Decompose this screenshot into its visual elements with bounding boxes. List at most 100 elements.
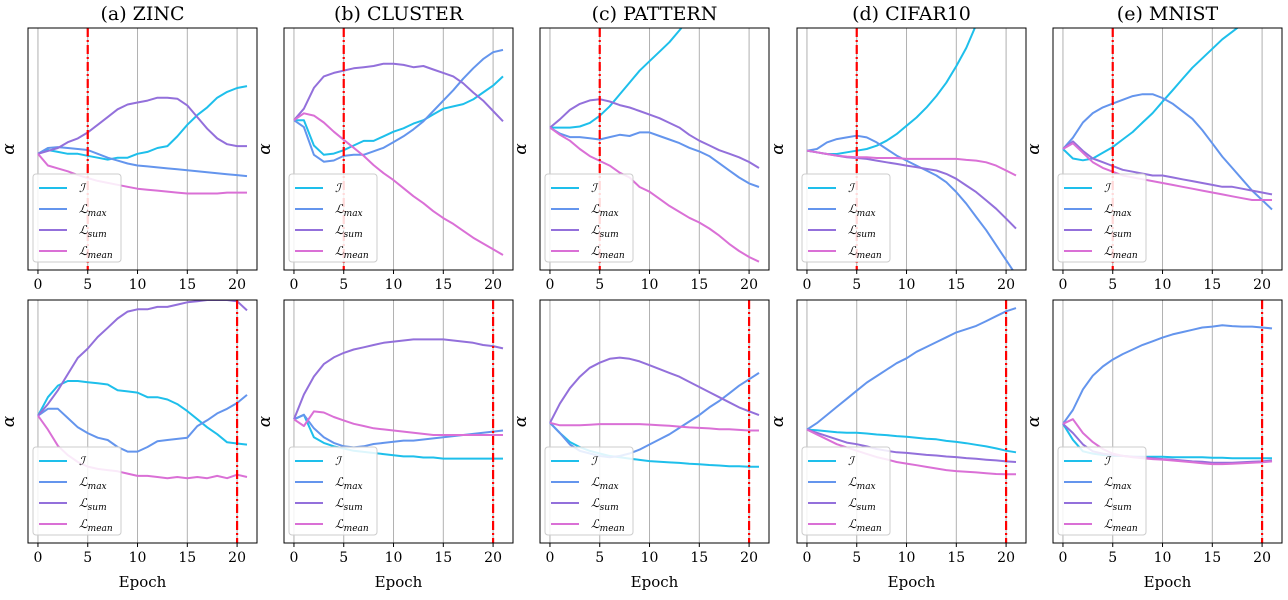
- legend-label-Lmean: ℒmean: [848, 244, 882, 261]
- series-line-Lsum: [293, 62, 504, 122]
- x-tick-label: 10: [129, 277, 147, 293]
- x-tick-label: 5: [1108, 277, 1117, 293]
- x-tick-label: 5: [595, 550, 604, 566]
- x-tick-label: 5: [595, 277, 604, 293]
- legend-label-Lmax: ℒmax: [335, 475, 363, 492]
- subplot-10: 0 5 10 15 20 Epoch α ℐ ℒmax ℒsum ℒmean: [1024, 299, 1283, 591]
- x-tick-label: 0: [1058, 550, 1067, 566]
- series-line-Lmax: [293, 48, 504, 163]
- series-line-Lmax: [37, 394, 248, 453]
- legend-label-I: ℐ: [335, 454, 343, 468]
- legend-label-Lmean: ℒmean: [591, 244, 625, 261]
- series-line-I: [806, 28, 976, 155]
- legend-label-Lmean: ℒmean: [848, 517, 882, 534]
- series-line-Lsum: [37, 300, 248, 417]
- legend-box: [1057, 173, 1147, 263]
- legend-label-Lsum: ℒsum: [848, 496, 876, 513]
- axes-frame: [539, 27, 770, 271]
- series-line-Lmax: [806, 307, 1017, 431]
- x-axis-label: Epoch: [119, 573, 167, 591]
- legend-label-Lsum: ℒsum: [591, 223, 619, 240]
- plot-area: [293, 338, 504, 460]
- y-axis-label: α: [768, 415, 788, 427]
- legend: ℐ ℒmax ℒsum ℒmean: [544, 446, 634, 536]
- legend-label-Lmean: ℒmean: [1104, 517, 1138, 534]
- x-axis-label: Epoch: [631, 573, 679, 591]
- legend-label-Lmax: ℒmax: [335, 202, 363, 219]
- subplot-3: 0 5 10 15 20 (c) PATTERN α ℐ ℒmax ℒsum ℒmean: [511, 3, 770, 293]
- x-tick-label: 10: [1154, 550, 1172, 566]
- legend: ℐ ℒmax ℒsum ℒmean: [288, 173, 378, 263]
- series-line-Lmean: [37, 153, 247, 195]
- subplot-5: 0 5 10 15 20 (e) MNIST α ℐ ℒmax ℒsum ℒmean: [1024, 3, 1283, 293]
- subplot-8: 0 5 10 15 20 Epoch α ℐ ℒmax ℒsum ℒmean: [511, 299, 770, 591]
- legend-label-Lmax: ℒmax: [591, 202, 619, 219]
- x-tick-label: 0: [545, 277, 554, 293]
- x-tick-label: 20: [997, 277, 1015, 293]
- axes-frame: [283, 299, 514, 544]
- subplot-title: (b) CLUSTER: [334, 3, 464, 25]
- y-axis-label: α: [511, 143, 531, 155]
- axes-frame: [283, 27, 514, 271]
- legend-label-Lmean: ℒmean: [591, 517, 625, 534]
- series-line-Lsum: [293, 338, 504, 420]
- x-tick-label: 20: [740, 277, 758, 293]
- legend-label-I: ℐ: [79, 181, 87, 195]
- subplot-9: 0 5 10 15 20 Epoch α ℐ ℒmax ℒsum ℒmean: [768, 299, 1027, 591]
- x-tick-label: 20: [740, 550, 758, 566]
- x-tick-label: 10: [898, 277, 916, 293]
- series-line-Lmean: [293, 112, 504, 256]
- x-tick-label: 20: [228, 277, 246, 293]
- legend-label-Lmax: ℒmax: [79, 202, 107, 219]
- plot-area: [549, 28, 760, 263]
- series-line-Lmax: [549, 372, 760, 459]
- legend: ℐ ℒmax ℒsum ℒmean: [1057, 446, 1147, 536]
- series-line-Lmean: [806, 149, 1017, 177]
- x-tick-label: 15: [947, 277, 965, 293]
- legend-label-Lmax: ℒmax: [848, 475, 876, 492]
- legend-box: [288, 446, 378, 536]
- plot-area: [293, 48, 504, 256]
- series-line-I: [806, 428, 1017, 454]
- x-tick-label: 10: [1154, 277, 1172, 293]
- y-axis-label: α: [1024, 143, 1044, 155]
- plot-area: [1062, 324, 1273, 466]
- x-tick-label: 0: [545, 550, 554, 566]
- legend-box: [801, 446, 891, 536]
- x-tick-label: 0: [802, 277, 811, 293]
- y-axis-label: α: [255, 143, 275, 155]
- legend: ℐ ℒmax ℒsum ℒmean: [32, 446, 122, 536]
- series-line-I: [294, 75, 504, 156]
- series-line-I: [550, 28, 683, 129]
- subplot-7: 0 5 10 15 20 Epoch α ℐ ℒmax ℒsum ℒmean: [255, 299, 514, 591]
- axes-frame: [796, 27, 1027, 271]
- axes-frame: [539, 299, 770, 544]
- legend-label-Lmean: ℒmean: [79, 244, 113, 261]
- legend-label-I: ℐ: [335, 181, 343, 195]
- series-line-Lmax: [37, 146, 248, 178]
- legend-label-I: ℐ: [1104, 454, 1112, 468]
- x-tick-label: 10: [641, 277, 659, 293]
- series-line-Lmean: [1062, 142, 1272, 201]
- x-tick-label: 10: [898, 550, 916, 566]
- x-axis-label: Epoch: [888, 573, 936, 591]
- legend-box: [544, 446, 634, 536]
- series-line-Lmean: [1062, 418, 1273, 466]
- series-line-Lmean: [549, 126, 760, 263]
- x-tick-label: 15: [178, 550, 196, 566]
- legend-box: [32, 173, 122, 263]
- x-tick-label: 5: [83, 277, 92, 293]
- series-line-Lmax: [806, 134, 1014, 270]
- legend-label-I: ℐ: [591, 181, 599, 195]
- x-tick-label: 20: [1253, 550, 1271, 566]
- legend-label-Lmean: ℒmean: [79, 517, 113, 534]
- subplot-6: 0 5 10 15 20 Epoch α ℐ ℒmax ℒsum ℒmean: [0, 299, 258, 591]
- x-tick-label: 5: [339, 277, 348, 293]
- legend-label-Lmax: ℒmax: [1104, 202, 1132, 219]
- legend-label-Lmax: ℒmax: [79, 475, 107, 492]
- x-tick-label: 15: [947, 550, 965, 566]
- legend-box: [801, 173, 891, 263]
- legend: ℐ ℒmax ℒsum ℒmean: [1057, 173, 1147, 263]
- y-axis-label: α: [0, 415, 19, 427]
